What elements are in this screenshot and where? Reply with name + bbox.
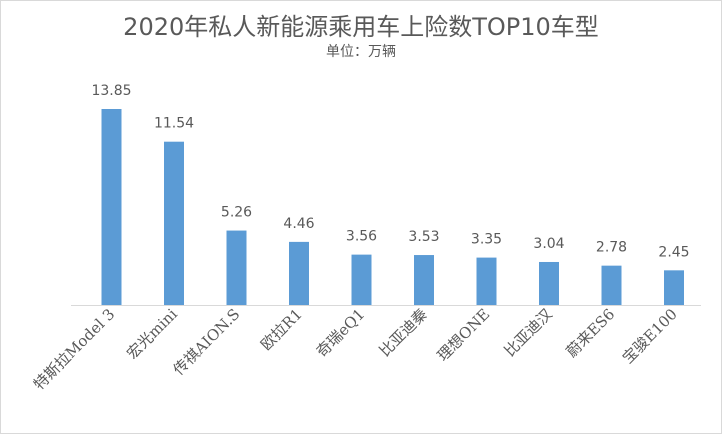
category-label-2: 宏光mini: [123, 305, 181, 363]
data-label-3: 5.26: [221, 205, 252, 221]
data-label-6: 3.53: [408, 229, 439, 245]
bar-6: [414, 255, 434, 305]
category-label-4: 欧拉R1: [257, 305, 306, 354]
data-label-2: 11.54: [154, 116, 194, 132]
bar-10: [664, 270, 684, 305]
data-label-1: 13.85: [91, 83, 131, 99]
data-label-9: 2.78: [596, 240, 627, 256]
category-label-6: 比亚迪秦: [376, 305, 431, 360]
category-label-1: 特斯拉Model 3: [30, 305, 118, 393]
category-label-10: 宝骏E100: [619, 305, 681, 367]
bar-1: [101, 109, 122, 305]
bar-4: [289, 241, 309, 305]
category-label-7: 理想ONE: [434, 305, 494, 365]
chart-title: 2020年私人新能源乘用车上险数TOP10车型: [123, 13, 599, 41]
bar-9: [601, 265, 622, 305]
bar-7: [476, 257, 497, 305]
category-label-8: 比亚迪汉: [501, 305, 556, 360]
data-label-4: 4.46: [283, 216, 314, 232]
category-label-5: 奇瑞eQ1: [313, 305, 369, 361]
bar-5: [351, 254, 372, 305]
data-label-8: 3.04: [533, 236, 564, 252]
bar-3: [226, 230, 247, 305]
data-label-5: 3.56: [346, 229, 377, 245]
category-label-3: 传祺AION.S: [170, 305, 244, 379]
chart-subtitle: 单位：万辆: [326, 44, 396, 60]
data-label-10: 2.45: [658, 244, 689, 260]
bar-8: [539, 261, 559, 305]
data-label-7: 3.35: [471, 232, 502, 248]
bar-2: [164, 141, 184, 305]
category-label-9: 蔚来ES6: [563, 305, 619, 361]
